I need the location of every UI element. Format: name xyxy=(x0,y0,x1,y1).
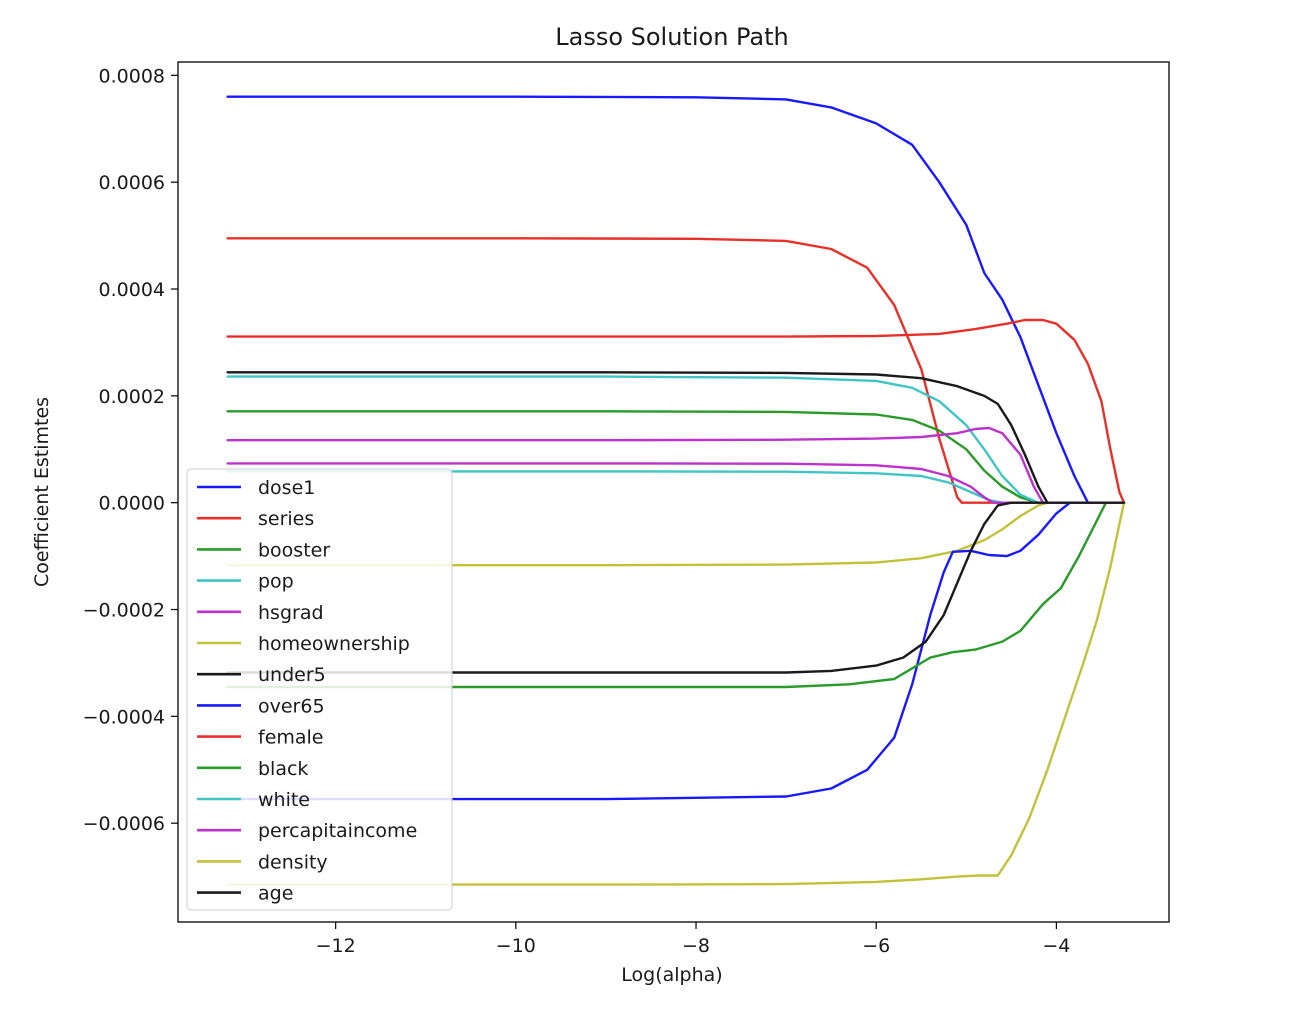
legend-label-pop: pop xyxy=(258,571,294,593)
series-line-female xyxy=(226,318,1126,504)
x-axis-label: Log(alpha) xyxy=(621,964,722,986)
y-tick-label: 0.0006 xyxy=(99,172,165,194)
legend-label-under5: under5 xyxy=(258,664,326,686)
y-tick-label: −0.0006 xyxy=(83,813,165,835)
series-line-series xyxy=(226,237,1126,504)
legend-label-series: series xyxy=(258,508,314,530)
legend-label-percapitaincome: percapitaincome xyxy=(258,820,417,842)
y-tick-label: 0.0008 xyxy=(99,65,165,87)
x-tick-label: −12 xyxy=(316,935,356,957)
series-line-dose1 xyxy=(226,95,1126,504)
y-axis-label: Coefficient Estimtes xyxy=(31,397,53,587)
series-line-hsgrad xyxy=(226,426,1126,504)
y-tick-label: −0.0002 xyxy=(83,600,165,622)
y-tick-label: −0.0004 xyxy=(83,706,165,728)
series-line-white xyxy=(226,470,1126,504)
legend-label-dose1: dose1 xyxy=(258,477,315,499)
legend-label-female: female xyxy=(258,727,324,749)
x-tick-label: −8 xyxy=(682,935,710,957)
plot-frame xyxy=(177,61,1170,923)
series-line-homeownership xyxy=(226,501,1126,567)
legend-box xyxy=(186,468,453,911)
x-tick-label: −10 xyxy=(496,935,536,957)
legend: dose1 series booster pop hsgrad homeownership… xyxy=(186,468,453,911)
series-line-under5 xyxy=(226,371,1126,504)
chart-title: Lasso Solution Path xyxy=(555,23,789,51)
legend-label-over65: over65 xyxy=(258,695,325,717)
series-line-age xyxy=(226,501,1126,674)
x-axis-ticks: −12 −10 −8 −6 −4 xyxy=(316,922,1070,957)
series-line-booster xyxy=(226,410,1126,504)
y-tick-label: 0.0000 xyxy=(99,493,165,515)
legend-label-white: white xyxy=(258,789,310,811)
series-line-pop xyxy=(226,375,1126,504)
x-tick-label: −6 xyxy=(862,935,890,957)
series-line-over65 xyxy=(226,501,1126,801)
legend-label-density: density xyxy=(258,851,328,873)
x-tick-label: −4 xyxy=(1042,935,1070,957)
series-line-percapitaincome xyxy=(226,462,1126,504)
series-lines xyxy=(226,95,1126,886)
y-axis-ticks: 0.0008 0.0006 0.0004 0.0002 0.0000 −0.0002 −0.… xyxy=(83,65,178,835)
series-line-density xyxy=(226,501,1126,886)
legend-label-booster: booster xyxy=(258,539,330,561)
legend-label-age: age xyxy=(258,883,293,905)
y-tick-label: 0.0002 xyxy=(99,386,165,408)
y-tick-label: 0.0004 xyxy=(99,279,165,301)
legend-label-hsgrad: hsgrad xyxy=(258,602,324,624)
series-line-black xyxy=(226,501,1126,689)
legend-label-homeownership: homeownership xyxy=(258,633,410,655)
legend-label-black: black xyxy=(258,758,308,780)
